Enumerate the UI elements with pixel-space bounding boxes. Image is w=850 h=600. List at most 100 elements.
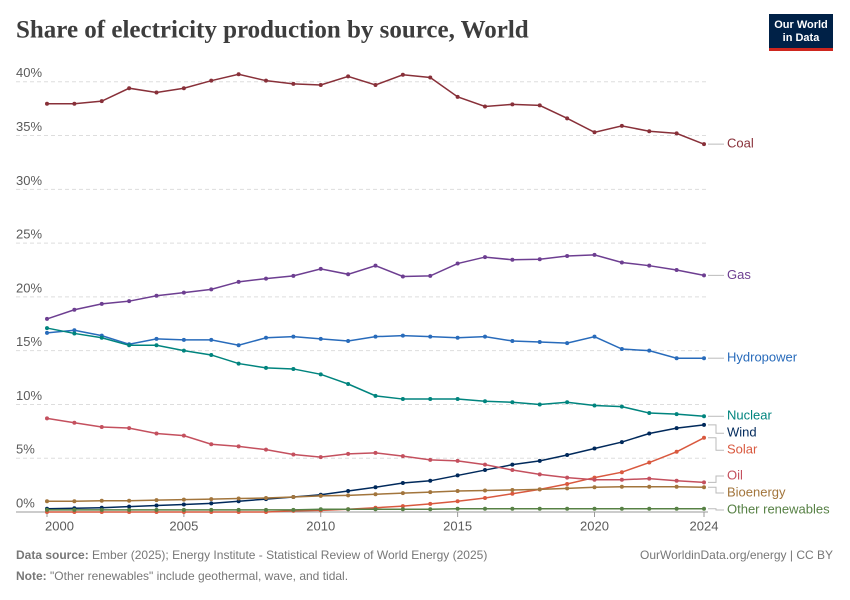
data-point [455, 261, 460, 266]
chart-title: Share of electricity production by sourc… [16, 17, 529, 44]
data-point [674, 131, 679, 136]
data-point [455, 397, 460, 402]
data-point [181, 502, 186, 507]
data-point [400, 454, 405, 459]
data-point [510, 487, 515, 492]
data-point [647, 431, 652, 436]
series-line [46, 329, 704, 359]
data-point [127, 343, 132, 348]
data-point [483, 462, 487, 467]
data-point [99, 99, 104, 104]
data-point [99, 498, 104, 503]
data-point [510, 257, 515, 262]
data-point [510, 468, 515, 473]
y-tick-label: 5% [16, 442, 35, 457]
data-point [346, 489, 351, 494]
data-point [455, 458, 460, 463]
data-point [483, 468, 487, 473]
data-point [647, 484, 652, 489]
data-point [236, 361, 241, 366]
data-point [72, 331, 77, 336]
data-point [72, 420, 77, 425]
data-point [154, 336, 159, 341]
data-point [236, 279, 241, 284]
data-point [373, 485, 378, 490]
data-point [154, 90, 159, 95]
data-point [264, 276, 268, 281]
label-connector [708, 486, 724, 494]
series-line [46, 417, 705, 484]
data-point [510, 462, 515, 467]
data-point [291, 273, 296, 278]
y-tick-label: 40% [16, 65, 42, 80]
data-point [455, 94, 460, 99]
data-point [483, 488, 487, 493]
data-point [510, 338, 515, 343]
data-point [127, 498, 132, 503]
data-point [181, 337, 186, 342]
data-point [264, 447, 268, 452]
data-point [647, 263, 652, 268]
data-point [565, 116, 570, 121]
data-point [264, 507, 268, 512]
data-point [72, 307, 77, 312]
data-point [318, 507, 323, 512]
data-point [565, 482, 570, 487]
data-point [619, 123, 624, 128]
y-tick-label: 30% [16, 173, 42, 188]
data-point [318, 336, 323, 341]
logo-bar [769, 48, 833, 51]
data-point [702, 273, 706, 278]
data-point [45, 499, 49, 504]
data-point [373, 263, 378, 268]
data-point [674, 484, 679, 489]
legend-label: Gas [727, 267, 751, 282]
data-point [72, 101, 77, 106]
data-point [154, 503, 159, 508]
data-point [400, 333, 405, 338]
data-point [373, 450, 378, 455]
data-point [154, 343, 159, 348]
data-point [647, 460, 652, 465]
data-point [318, 82, 323, 87]
data-point [565, 400, 570, 405]
data-point [510, 102, 515, 107]
x-tick-label: 2020 [580, 518, 609, 533]
x-tick-label: 2024 [690, 518, 719, 533]
legend-label: Solar [727, 442, 758, 457]
data-point [619, 484, 624, 489]
data-point [537, 506, 542, 511]
y-tick-label: 35% [16, 119, 42, 134]
data-point [702, 435, 706, 440]
data-point [674, 356, 679, 361]
legend-label: Coal [727, 136, 754, 151]
data-point [264, 365, 268, 370]
data-point [127, 504, 132, 509]
legend-label: Oil [727, 467, 743, 482]
data-point [619, 260, 624, 265]
legend-label: Hydropower [727, 350, 798, 365]
label-connector [708, 508, 724, 511]
data-point [99, 301, 104, 306]
data-point [291, 81, 296, 86]
data-point [592, 485, 597, 490]
data-point [400, 491, 405, 496]
x-tick-label: 2015 [443, 518, 472, 533]
data-point [318, 493, 323, 498]
data-point [181, 507, 186, 512]
data-point [181, 86, 186, 91]
data-point [209, 287, 214, 292]
data-point [674, 449, 679, 454]
data-point [373, 334, 378, 339]
logo-text: in Data [783, 32, 821, 44]
data-point [127, 299, 132, 304]
data-point [455, 473, 460, 478]
data-point [209, 442, 214, 447]
data-point [236, 507, 241, 512]
data-point [346, 338, 351, 343]
note-text: "Other renewables" include geothermal, w… [50, 569, 348, 583]
data-point [510, 491, 515, 496]
logo-box [769, 14, 833, 50]
data-point [537, 257, 542, 262]
data-point [99, 335, 104, 340]
